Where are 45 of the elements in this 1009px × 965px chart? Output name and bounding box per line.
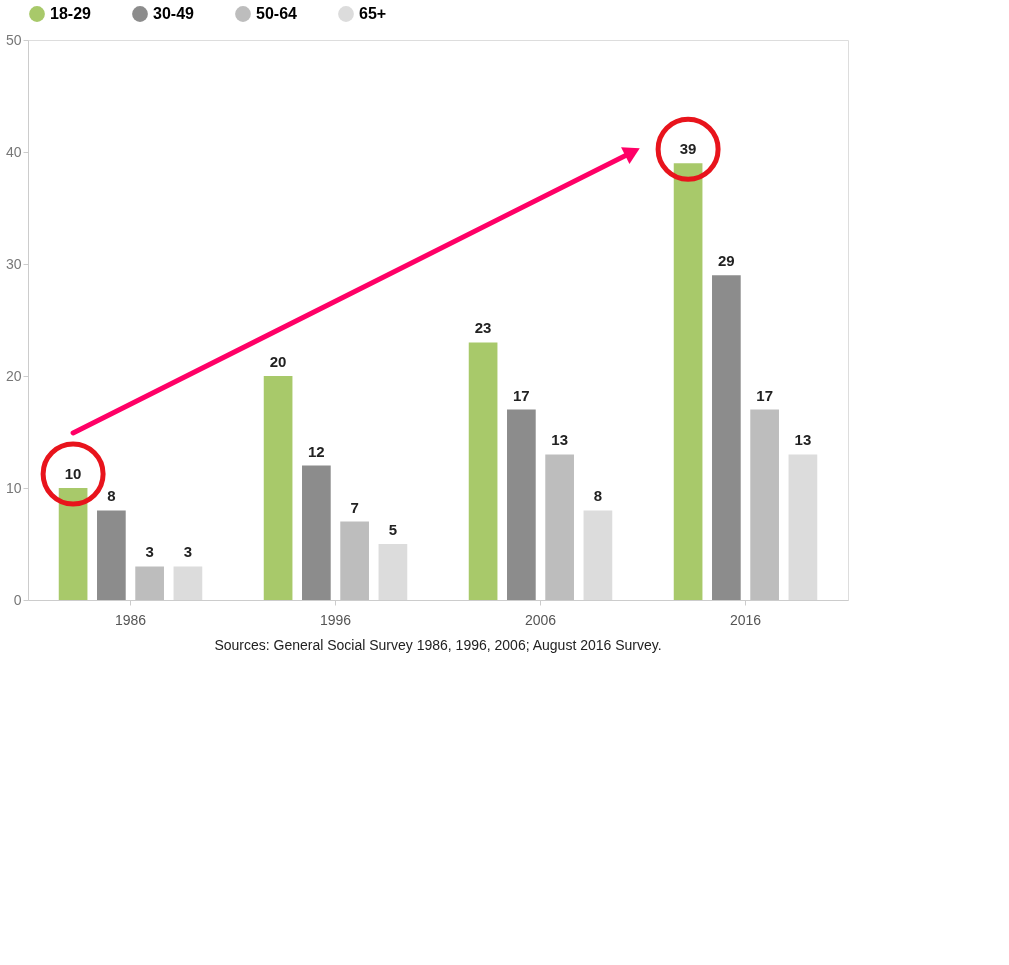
data-label: 8: [107, 487, 116, 505]
bar: [712, 275, 741, 600]
bar: [507, 409, 536, 600]
data-label: 5: [388, 521, 398, 538]
bar: [583, 510, 613, 600]
bar: [263, 376, 293, 600]
legend-label: 30-49: [153, 5, 195, 22]
legend-label: 65+: [359, 5, 387, 22]
data-label: 7: [350, 498, 359, 516]
bar: [302, 465, 331, 600]
data-label: 8: [593, 487, 603, 505]
bar: [545, 454, 574, 600]
data-label: 29: [718, 252, 735, 270]
source-note: Sources: General Social Survey 1986, 1996, 2006; August 2016 Survey.: [214, 637, 662, 653]
y-tick-label: 50: [5, 31, 22, 48]
data-label: 3: [145, 543, 154, 561]
x-tick-label: 1996: [319, 611, 352, 628]
bar: [173, 566, 203, 600]
y-tick-label: 40: [5, 143, 22, 160]
bar: [97, 510, 126, 600]
x-tick-label: 1986: [114, 611, 147, 628]
data-label: 3: [183, 543, 193, 561]
data-label: 39: [679, 140, 697, 158]
bar: [340, 521, 369, 600]
bar: [750, 409, 779, 600]
bar: [468, 342, 498, 600]
data-label: 23: [474, 319, 492, 337]
data-label: 13: [794, 431, 812, 449]
y-tick-label: 10: [5, 479, 22, 496]
data-label: 13: [551, 431, 568, 449]
y-tick-label: 30: [5, 255, 22, 272]
data-label: 12: [308, 442, 325, 460]
legend-label: 18-29: [50, 5, 92, 22]
legend-label: 50-64: [256, 5, 298, 22]
x-tick-label: 2006: [524, 611, 557, 628]
data-label: 10: [64, 465, 82, 482]
data-label: 17: [513, 386, 530, 404]
bar: [135, 566, 164, 600]
y-tick-label: 20: [5, 367, 22, 384]
x-tick-label: 2016: [729, 611, 762, 628]
data-label: 20: [269, 353, 287, 370]
bar: [378, 544, 408, 600]
data-label: 17: [756, 386, 773, 404]
y-tick-label: 0: [13, 591, 22, 608]
bar: [788, 454, 818, 600]
